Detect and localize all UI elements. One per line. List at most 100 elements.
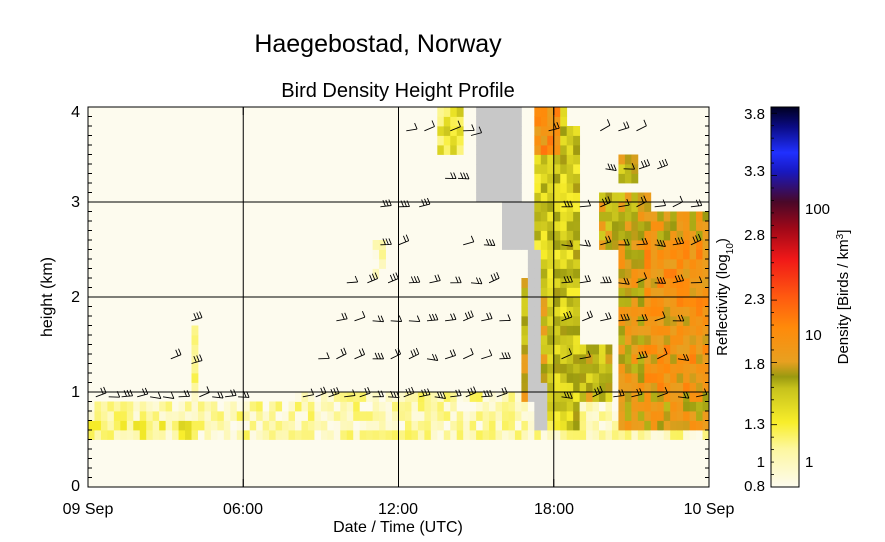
density-cell bbox=[573, 373, 581, 383]
density-cell bbox=[534, 363, 542, 374]
density-cell bbox=[521, 363, 529, 374]
density-cell bbox=[346, 430, 354, 440]
density-cell bbox=[553, 183, 561, 193]
density-cell bbox=[657, 430, 665, 440]
x-tick-label: 10 Sep bbox=[684, 501, 735, 518]
density-cell bbox=[540, 145, 548, 155]
density-cell bbox=[495, 135, 503, 146]
density-cell bbox=[450, 420, 458, 431]
density-cell bbox=[573, 411, 581, 421]
density-cell bbox=[592, 420, 600, 431]
density-cell bbox=[366, 401, 374, 412]
density-cell bbox=[702, 420, 710, 431]
density-cell bbox=[527, 287, 535, 298]
density-cell bbox=[301, 411, 309, 421]
density-cell bbox=[430, 401, 438, 412]
axis-ticks bbox=[87, 106, 710, 488]
density-cell bbox=[269, 430, 276, 440]
density-cell bbox=[657, 268, 665, 279]
density-cell bbox=[657, 249, 665, 260]
wind-barbs bbox=[95, 119, 708, 400]
density-cell bbox=[139, 411, 147, 421]
density-cell bbox=[301, 401, 309, 412]
density-cell bbox=[650, 420, 658, 431]
density-cell bbox=[450, 135, 458, 146]
density-cell bbox=[372, 249, 380, 260]
density-cell bbox=[560, 116, 568, 127]
density-cell bbox=[637, 268, 645, 279]
density-cell bbox=[573, 202, 581, 212]
density-cell bbox=[624, 430, 632, 440]
density-cell bbox=[482, 145, 490, 155]
density-cell bbox=[508, 202, 516, 212]
colorbar-left-label: Reflectivity (log10) bbox=[714, 238, 736, 356]
density-cell bbox=[346, 401, 354, 412]
wind-barb bbox=[372, 315, 385, 323]
density-cell bbox=[547, 392, 555, 402]
y-tick-label: 2 bbox=[71, 289, 80, 306]
wind-barb bbox=[672, 314, 685, 322]
density-cell bbox=[650, 240, 658, 250]
wind-barb bbox=[636, 272, 648, 284]
density-cell bbox=[573, 354, 581, 364]
density-cell bbox=[631, 363, 639, 374]
density-cell bbox=[450, 430, 458, 440]
density-cell bbox=[262, 420, 270, 431]
density-cell bbox=[424, 392, 432, 402]
density-cell bbox=[476, 164, 483, 174]
density-cell bbox=[424, 401, 432, 412]
density-cell bbox=[579, 373, 587, 383]
density-cell bbox=[327, 411, 335, 421]
wind-barb bbox=[372, 352, 385, 360]
density-cell bbox=[540, 259, 548, 269]
density-cell bbox=[307, 430, 315, 440]
density-cell bbox=[372, 268, 380, 279]
density-cell bbox=[696, 268, 703, 279]
density-cell bbox=[495, 116, 503, 127]
density-cell bbox=[637, 278, 645, 288]
density-cell bbox=[508, 164, 516, 174]
density-cell bbox=[514, 211, 522, 222]
density-cell bbox=[560, 259, 568, 269]
density-cell bbox=[443, 116, 451, 127]
density-cell bbox=[676, 211, 684, 222]
density-cell bbox=[282, 411, 289, 421]
density-cell bbox=[618, 420, 626, 431]
density-cell bbox=[107, 401, 115, 412]
density-cell bbox=[547, 145, 555, 155]
chart-subtitle: Bird Density Height Profile bbox=[281, 80, 514, 102]
density-cell bbox=[508, 430, 516, 440]
density-cell bbox=[547, 287, 555, 298]
density-cell bbox=[689, 420, 697, 431]
density-cell bbox=[657, 287, 665, 298]
density-cell bbox=[417, 401, 425, 412]
density-cell bbox=[508, 183, 516, 193]
density-cell bbox=[631, 230, 639, 241]
density-cell bbox=[670, 268, 678, 279]
density-cell bbox=[689, 430, 697, 440]
wind-barb bbox=[463, 310, 474, 322]
density-cell bbox=[650, 344, 658, 355]
density-cell bbox=[508, 154, 516, 165]
density-cell bbox=[113, 420, 121, 431]
wind-barb bbox=[408, 276, 421, 284]
density-cell bbox=[547, 202, 555, 212]
density-cell bbox=[644, 211, 652, 222]
density-cell bbox=[696, 297, 703, 307]
density-cell bbox=[579, 382, 587, 393]
density-cell bbox=[392, 401, 399, 412]
density-cell bbox=[120, 430, 128, 440]
density-cell bbox=[534, 145, 542, 155]
density-cell bbox=[514, 430, 522, 440]
density-cell bbox=[502, 401, 509, 412]
density-cell bbox=[346, 420, 354, 431]
density-cell bbox=[670, 354, 678, 364]
density-cell bbox=[560, 430, 568, 440]
density-cell bbox=[540, 411, 548, 421]
density-cell bbox=[210, 401, 218, 412]
density-tick: 100 bbox=[805, 201, 830, 218]
density-cell bbox=[631, 411, 639, 421]
density-cell bbox=[450, 411, 458, 421]
density-cell bbox=[560, 211, 568, 222]
wind-barb bbox=[579, 199, 592, 208]
